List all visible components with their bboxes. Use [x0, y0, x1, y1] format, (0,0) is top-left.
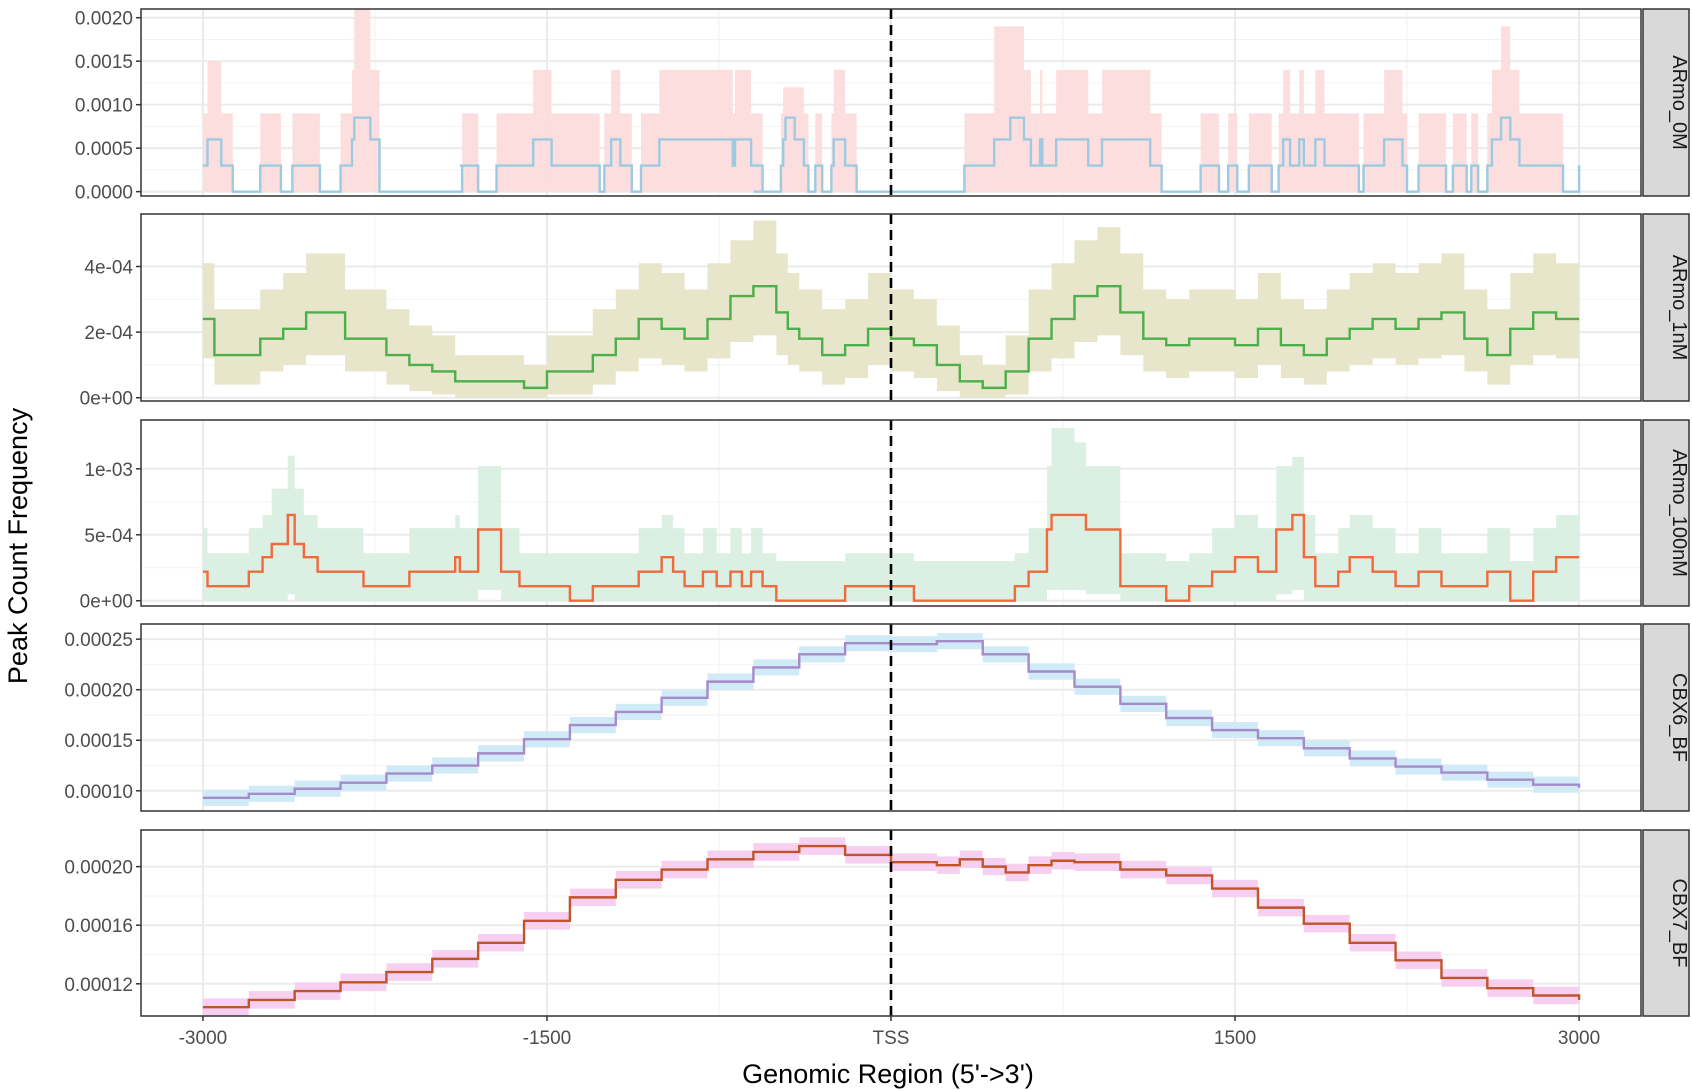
panel-CBX7_BF: 0.00012 0.00016 0.00020 CBX7_BF [64, 829, 1690, 1017]
y-tick-label: 0.00025 [64, 630, 133, 651]
x-tick-label: 3000 [1558, 1028, 1600, 1049]
panel-border [140, 213, 1642, 402]
y-tick-label: 0.0015 [75, 52, 133, 73]
y-tick-label: 0.0005 [75, 139, 133, 160]
series-line [202, 513, 1580, 602]
confidence-band [202, 9, 1580, 192]
y-tick-label: 0e+00 [80, 389, 133, 410]
y-tick-label: 0.00012 [64, 975, 133, 996]
series-line [202, 284, 1580, 390]
series-line [202, 844, 1581, 1009]
facet-strip [1642, 8, 1690, 197]
y-tick-label: 4e-04 [84, 257, 133, 278]
y-tick-label: 0.0000 [75, 183, 133, 204]
confidence-band [202, 220, 1580, 398]
x-tick-label: -1500 [523, 1028, 572, 1049]
facet-strip [1642, 419, 1690, 607]
panel-border [140, 623, 1642, 812]
facet-strip-label: ARmo_100nM [1668, 449, 1690, 577]
y-tick-label: 0.00016 [64, 916, 133, 937]
facet-strip [1642, 829, 1690, 1017]
x-tick-label: TSS [873, 1028, 910, 1049]
facet-strip-label: ARmo_1nM [1668, 255, 1690, 361]
y-tick-label: 0.0010 [75, 96, 133, 117]
facet-strip-label: ARmo_0M [1668, 55, 1690, 149]
facet-strip [1642, 623, 1690, 812]
panel-ARmo_0M: 0.0000 0.0005 0.0010 0.0015 0.0020 ARmo_0M [75, 8, 1690, 204]
y-tick-label: 5e-04 [84, 526, 133, 547]
y-tick-label: 0.00020 [64, 858, 133, 879]
panel-ARmo_1nM: 0e+00 2e-04 4e-04 ARmo_1nM [80, 213, 1690, 410]
x-axis-title: Genomic Region (5'->3') [742, 1059, 1034, 1089]
y-tick-label: 0.00010 [64, 782, 133, 803]
panel-CBX6_BF: 0.00010 0.00015 0.00020 0.00025 CBX6_BF [64, 623, 1690, 812]
panel-ARmo_100nM: 0e+00 5e-04 1e-03 ARmo_100nM [80, 419, 1690, 613]
panel-border [140, 8, 1642, 197]
chart-panels: 0.0000 0.0005 0.0010 0.0015 0.0020 ARmo_0M 0e+… [64, 8, 1690, 1017]
y-tick-label: 1e-03 [84, 460, 133, 481]
x-tick-label: 1500 [1214, 1028, 1256, 1049]
facet-strip-label: CBX6_BF [1668, 673, 1690, 762]
y-tick-label: 0.00020 [64, 681, 133, 702]
y-tick-label: 0e+00 [80, 592, 133, 613]
y-axis-title: Peak Count Frequency [3, 407, 33, 684]
x-axis: -3000 -1500 TSS 1500 3000 [179, 1016, 1600, 1049]
confidence-band [202, 837, 1580, 1016]
facet-strip [1642, 213, 1690, 402]
y-tick-label: 0.0020 [75, 9, 133, 30]
facet-strip-label: CBX7_BF [1668, 879, 1690, 968]
y-tick-label: 0.00015 [64, 731, 133, 752]
series-line [202, 116, 1581, 193]
x-tick-label: -3000 [179, 1028, 228, 1049]
y-tick-label: 2e-04 [84, 323, 133, 344]
panel-border [140, 419, 1642, 607]
